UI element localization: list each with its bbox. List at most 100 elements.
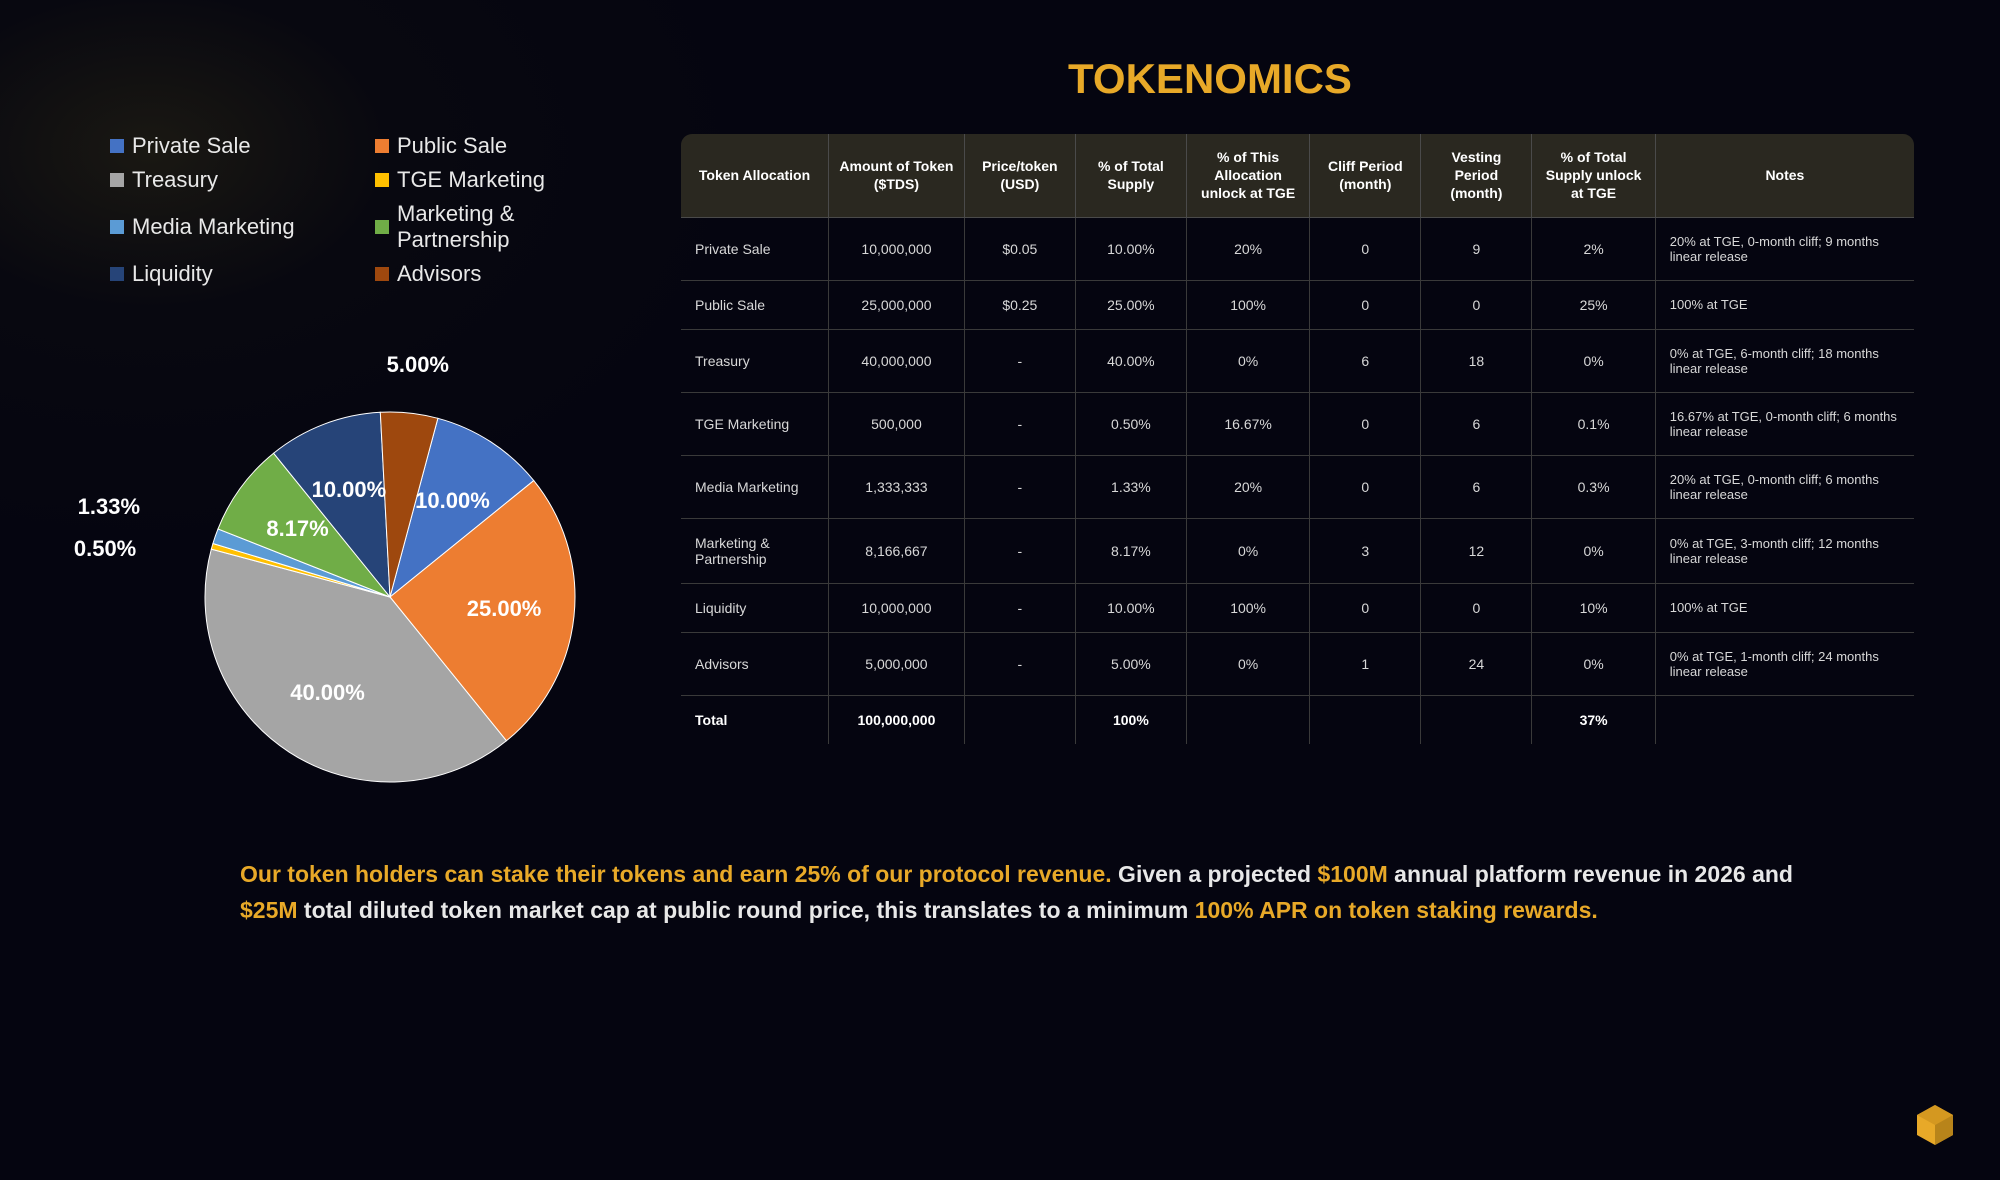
- table-header-cell: Price/token (USD): [964, 134, 1075, 218]
- table-cell: [1421, 695, 1532, 744]
- table-cell: 0: [1310, 583, 1421, 632]
- table-cell: -: [964, 455, 1075, 518]
- legend-label: Public Sale: [397, 133, 507, 159]
- legend-item: Marketing & Partnership: [375, 201, 630, 253]
- table-cell: 0%: [1186, 518, 1309, 583]
- table-row: Advisors5,000,000-5.00%0%1240%0% at TGE,…: [681, 632, 1915, 695]
- table-cell: 2%: [1532, 217, 1655, 280]
- table-cell: $0.05: [964, 217, 1075, 280]
- pie-slice-label: 25.00%: [467, 596, 542, 622]
- table-cell: -: [964, 632, 1075, 695]
- table-total-row: Total100,000,000100%37%: [681, 695, 1915, 744]
- table-cell: $0.25: [964, 280, 1075, 329]
- table-row: Private Sale10,000,000$0.0510.00%20%092%…: [681, 217, 1915, 280]
- legend-label: TGE Marketing: [397, 167, 545, 193]
- table-cell: 20% at TGE, 0-month cliff; 6 months line…: [1655, 455, 1914, 518]
- table-row: TGE Marketing500,000-0.50%16.67%060.1%16…: [681, 392, 1915, 455]
- legend-swatch: [375, 220, 389, 234]
- table-header-cell: % of This Allocation unlock at TGE: [1186, 134, 1309, 218]
- legend-label: Advisors: [397, 261, 481, 287]
- table-cell: 20%: [1186, 455, 1309, 518]
- legend-swatch: [110, 139, 124, 153]
- legend-item: Public Sale: [375, 133, 630, 159]
- table-cell: [1186, 695, 1309, 744]
- table-cell: 20%: [1186, 217, 1309, 280]
- table-cell: 0%: [1186, 632, 1309, 695]
- pie-slice-label: 40.00%: [290, 680, 365, 706]
- table-cell: Marketing & Partnership: [681, 518, 829, 583]
- table-cell: 8.17%: [1075, 518, 1186, 583]
- pie-slice-label: 5.00%: [387, 352, 449, 378]
- table-cell: 100%: [1186, 280, 1309, 329]
- legend-label: Marketing & Partnership: [397, 201, 630, 253]
- table-cell: 0%: [1532, 518, 1655, 583]
- legend-label: Liquidity: [132, 261, 213, 287]
- table-cell: 0.3%: [1532, 455, 1655, 518]
- pie-chart: 10.00%25.00%40.00%0.50%1.33%8.17%10.00%5…: [110, 317, 610, 817]
- table-cell: 100% at TGE: [1655, 583, 1914, 632]
- table-cell: 0%: [1532, 329, 1655, 392]
- table-cell: 9: [1421, 217, 1532, 280]
- table-cell: 100% at TGE: [1655, 280, 1914, 329]
- footer-part4: annual platform revenue in 2026 and: [1388, 861, 1793, 887]
- footer-part6: total diluted token market cap at public…: [298, 897, 1195, 923]
- table-header-cell: Cliff Period (month): [1310, 134, 1421, 218]
- table-cell: 10%: [1532, 583, 1655, 632]
- table-header-cell: Notes: [1655, 134, 1914, 218]
- table-cell: Treasury: [681, 329, 829, 392]
- table-cell: 0: [1421, 280, 1532, 329]
- table-cell: 500,000: [829, 392, 965, 455]
- table-row: Media Marketing1,333,333-1.33%20%060.3%2…: [681, 455, 1915, 518]
- footer-part5: $25M: [240, 897, 298, 923]
- table-cell: 0: [1310, 455, 1421, 518]
- table-cell: 6: [1421, 455, 1532, 518]
- table-cell: 0.1%: [1532, 392, 1655, 455]
- table-cell: Total: [681, 695, 829, 744]
- pie-slice-label: 1.33%: [78, 494, 140, 520]
- legend-swatch: [110, 220, 124, 234]
- table-cell: 10,000,000: [829, 583, 965, 632]
- table-cell: 0: [1310, 392, 1421, 455]
- table-cell: 100,000,000: [829, 695, 965, 744]
- pie-slice-label: 8.17%: [266, 516, 328, 542]
- table-cell: 5.00%: [1075, 632, 1186, 695]
- table-cell: 0: [1310, 280, 1421, 329]
- table-cell: 0: [1310, 217, 1421, 280]
- table-header-cell: Amount of Token ($TDS): [829, 134, 965, 218]
- table-cell: 40,000,000: [829, 329, 965, 392]
- table-cell: 25%: [1532, 280, 1655, 329]
- table-cell: Liquidity: [681, 583, 829, 632]
- table-cell: 6: [1421, 392, 1532, 455]
- legend-swatch: [110, 267, 124, 281]
- pie-legend: Private Sale Public Sale Treasury TGE Marke…: [110, 133, 630, 287]
- table-row: Liquidity10,000,000-10.00%100%0010%100% …: [681, 583, 1915, 632]
- legend-label: Private Sale: [132, 133, 251, 159]
- legend-label: Treasury: [132, 167, 218, 193]
- table-header-cell: % of Total Supply: [1075, 134, 1186, 218]
- table-cell: 0% at TGE, 6-month cliff; 18 months line…: [1655, 329, 1914, 392]
- legend-swatch: [110, 173, 124, 187]
- footer-text: Our token holders can stake their tokens…: [0, 817, 2000, 928]
- table-cell: -: [964, 583, 1075, 632]
- table-cell: [1310, 695, 1421, 744]
- brand-logo-icon: [1910, 1100, 1960, 1150]
- table-cell: Private Sale: [681, 217, 829, 280]
- table-cell: 8,166,667: [829, 518, 965, 583]
- table-cell: 0.50%: [1075, 392, 1186, 455]
- table-cell: 1,333,333: [829, 455, 965, 518]
- footer-part7: 100% APR on token staking rewards.: [1195, 897, 1598, 923]
- table-panel: Token AllocationAmount of Token ($TDS)Pr…: [680, 133, 1915, 817]
- legend-label: Media Marketing: [132, 214, 295, 240]
- table-cell: 3: [1310, 518, 1421, 583]
- table-cell: 10,000,000: [829, 217, 965, 280]
- footer-part1: Our token holders can stake their tokens…: [240, 861, 1112, 887]
- table-row: Public Sale25,000,000$0.2525.00%100%0025…: [681, 280, 1915, 329]
- table-cell: 1: [1310, 632, 1421, 695]
- table-cell: 1.33%: [1075, 455, 1186, 518]
- table-cell: 20% at TGE, 0-month cliff; 9 months line…: [1655, 217, 1914, 280]
- table-cell: 10.00%: [1075, 217, 1186, 280]
- table-cell: 0: [1421, 583, 1532, 632]
- table-cell: 40.00%: [1075, 329, 1186, 392]
- legend-item: Media Marketing: [110, 201, 365, 253]
- table-cell: 16.67% at TGE, 0-month cliff; 6 months l…: [1655, 392, 1914, 455]
